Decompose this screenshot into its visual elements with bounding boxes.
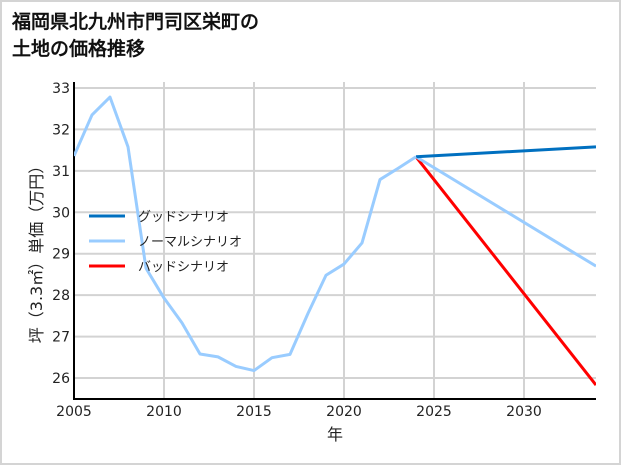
x-tick-label: 2020 — [326, 404, 362, 420]
x-tick-label: 2030 — [506, 404, 542, 420]
x-tick-label: 2015 — [236, 404, 272, 420]
y-axis-label: 坪（3.3㎡）単価（万円） — [27, 158, 46, 343]
series-line-1 — [415, 155, 596, 268]
y-tick-label: 28 — [52, 288, 70, 304]
history-line — [74, 95, 417, 373]
y-tick-label: 29 — [52, 247, 70, 263]
y-tick-label: 30 — [52, 205, 70, 221]
x-axis-label: 年 — [327, 425, 343, 444]
series-line-0 — [415, 145, 596, 159]
x-tick-label: 2005 — [56, 404, 92, 420]
legend-label: ノーマルシナリオ — [138, 235, 242, 250]
y-tick-label: 33 — [52, 81, 70, 97]
legend-label: バッドシナリオ — [138, 260, 229, 275]
title-line-1: 福岡県北九州市門司区栄町の — [12, 11, 260, 33]
y-tick-label: 27 — [52, 330, 70, 346]
legend-label: グッドシナリオ — [138, 210, 229, 225]
y-tick-label: 32 — [52, 122, 70, 138]
series-line-2 — [414, 155, 596, 386]
x-tick-label: 2025 — [416, 404, 452, 420]
chart-title: 福岡県北九州市門司区栄町の 土地の価格推移 — [12, 9, 259, 63]
y-tick-label: 31 — [52, 164, 70, 180]
y-tick-label: 26 — [52, 371, 70, 387]
x-tick-label: 2010 — [146, 404, 182, 420]
title-line-2: 土地の価格推移 — [12, 38, 146, 60]
